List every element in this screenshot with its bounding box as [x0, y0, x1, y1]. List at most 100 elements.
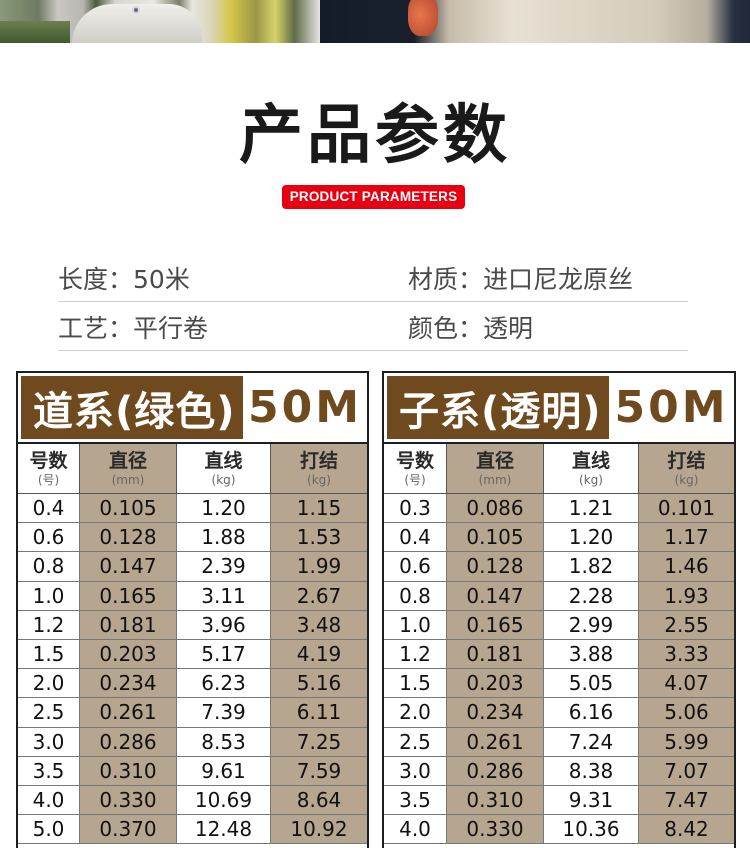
cell-knot-strength: 8.64 [271, 785, 367, 815]
cell-size: 3.0 [18, 727, 80, 756]
cell-size: 3.5 [18, 756, 80, 785]
cell-diameter: 0.105 [447, 523, 544, 552]
cell-size: 0.8 [384, 581, 447, 610]
table-row: 0.6 0.128 1.88 1.53 [18, 523, 367, 553]
table-row: 2.5 0.261 7.24 5.99 [384, 727, 734, 757]
table-header: 道系(绿色) 50M [18, 373, 367, 444]
cell-size: 2.0 [18, 669, 80, 698]
cell-knot-strength: 1.99 [271, 552, 367, 581]
cell-straight-strength: 2.39 [177, 552, 271, 581]
cell-size: 3.5 [384, 785, 447, 815]
cell-straight-strength: 10.69 [177, 785, 271, 815]
spec-value: 50米 [133, 265, 190, 294]
cell-straight-strength: 5.17 [177, 639, 271, 669]
cell-knot-strength: 5.16 [271, 669, 367, 698]
cell-size: 1.5 [384, 669, 447, 698]
table-row: 2.0 0.234 6.23 5.16 [18, 669, 367, 699]
cell-knot-strength: 1.93 [639, 581, 734, 610]
cell-size: 0.6 [384, 552, 447, 581]
cell-knot-strength: 1.46 [639, 552, 734, 581]
column-header-size: 号数 (号) [384, 444, 447, 493]
fish-closeup-photo [320, 0, 750, 43]
cell-knot-strength: 5.99 [639, 727, 734, 756]
cell-straight-strength: 6.16 [544, 698, 639, 727]
cell-diameter: 0.234 [80, 669, 177, 698]
column-header-knot-strength: 打结 (kg) [271, 444, 367, 493]
cell-straight-strength: 7.24 [544, 727, 639, 756]
table-row: 3.5 0.310 9.31 7.47 [384, 785, 734, 816]
table-row: 4.0 0.330 10.36 8.42 [384, 815, 734, 845]
cell-diameter: 0.147 [80, 552, 177, 581]
table-row: 1.2 0.181 3.96 3.48 [18, 610, 367, 640]
cell-straight-strength: 10.36 [544, 815, 639, 844]
cell-diameter: 0.181 [447, 639, 544, 669]
cell-diameter: 0.286 [447, 756, 544, 785]
cell-knot-strength: 7.25 [271, 727, 367, 756]
cell-size: 1.5 [18, 639, 80, 669]
cell-diameter: 0.330 [80, 785, 177, 815]
banner-photo-strip [0, 0, 750, 43]
column-header-straight-strength: 直线 (kg) [544, 444, 639, 493]
cell-diameter: 0.310 [447, 785, 544, 815]
cell-knot-strength: 0.101 [639, 494, 734, 523]
table-row: 1.0 0.165 2.99 2.55 [384, 610, 734, 640]
cell-size: 4.0 [18, 785, 80, 815]
spec-label: 颜色： [408, 314, 484, 343]
cell-knot-strength: 10.92 [271, 815, 367, 844]
cell-straight-strength: 9.61 [177, 756, 271, 785]
cell-knot-strength: 3.33 [639, 639, 734, 669]
cell-straight-strength: 3.96 [177, 610, 271, 639]
table-row: 1.0 0.165 3.11 2.67 [18, 581, 367, 611]
spec-label: 工艺： [58, 314, 134, 343]
cell-size: 0.3 [384, 494, 447, 523]
table-row: 1.5 0.203 5.05 4.07 [384, 669, 734, 699]
table-length: 50M [247, 382, 362, 433]
cell-diameter: 0.105 [80, 494, 177, 523]
table-row: 0.8 0.147 2.28 1.93 [384, 581, 734, 611]
leader-line-table: 子系(透明) 50M 号数 (号) 直径 (mm) 直线 (kg) 打结 (kg… [382, 371, 736, 848]
cell-straight-strength: 8.38 [544, 756, 639, 785]
cell-diameter: 0.370 [80, 815, 177, 844]
cell-knot-strength: 7.47 [639, 785, 734, 815]
table-row: 4.0 0.330 10.69 8.64 [18, 785, 367, 816]
cell-knot-strength: 4.19 [271, 639, 367, 669]
cell-knot-strength: 7.07 [639, 756, 734, 785]
table-row: 3.5 0.310 9.61 7.59 [18, 756, 367, 786]
cell-size: 1.2 [384, 639, 447, 669]
table-row: 0.4 0.105 1.20 1.17 [384, 523, 734, 553]
cell-straight-strength: 2.99 [544, 610, 639, 639]
cell-size: 4.0 [384, 815, 447, 844]
cell-size: 0.8 [18, 552, 80, 581]
cell-size: 1.2 [18, 610, 80, 639]
cell-knot-strength: 1.17 [639, 523, 734, 552]
cell-size: 5.0 [18, 815, 80, 844]
cell-size: 2.5 [18, 698, 80, 727]
table-row: 2.0 0.234 6.16 5.06 [384, 698, 734, 728]
spec-value: 平行卷 [133, 314, 209, 343]
table-row: 0.3 0.086 1.21 0.101 [384, 494, 734, 524]
spec-row: 长度： 50米 材质： 进口尼龙原丝 [58, 255, 688, 302]
cell-diameter: 0.330 [447, 815, 544, 844]
cell-knot-strength: 4.07 [639, 669, 734, 698]
cell-knot-strength: 8.42 [639, 815, 734, 844]
column-header-knot-strength: 打结 (kg) [639, 444, 734, 493]
cell-size: 2.5 [384, 727, 447, 756]
spec-material: 材质： 进口尼龙原丝 [408, 260, 688, 296]
cell-diameter: 0.128 [447, 552, 544, 581]
cell-diameter: 0.181 [80, 610, 177, 639]
table-name: 道系(绿色) [21, 376, 243, 439]
cell-straight-strength: 12.48 [177, 815, 271, 844]
cell-diameter: 0.286 [80, 727, 177, 756]
cell-diameter: 0.165 [447, 610, 544, 639]
table-name: 子系(透明) [387, 376, 609, 439]
table-row: 0.4 0.105 1.20 1.15 [18, 494, 367, 524]
cell-diameter: 0.086 [447, 494, 544, 523]
cell-straight-strength: 1.20 [544, 523, 639, 552]
cell-diameter: 0.203 [80, 639, 177, 669]
table-row: 1.2 0.181 3.88 3.33 [384, 639, 734, 670]
cell-straight-strength: 7.39 [177, 698, 271, 727]
table-row: 0.8 0.147 2.39 1.99 [18, 552, 367, 582]
subtitle-badge: PRODUCT PARAMETERS [282, 185, 465, 209]
spec-value: 透明 [483, 314, 534, 343]
table-body: 0.3 0.086 1.21 0.101 0.4 0.105 1.20 1.17 0.6 0.12… [384, 494, 734, 845]
